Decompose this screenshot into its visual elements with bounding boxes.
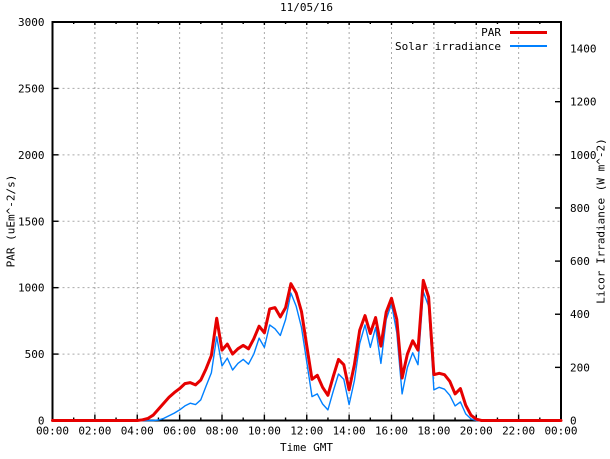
legend-row-par: PAR <box>395 25 547 39</box>
y-left-tick-label: 0 <box>38 415 45 428</box>
x-tick-label: 16:00 <box>375 425 408 438</box>
x-tick-label: 14:00 <box>333 425 366 438</box>
y-right-tick-label: 600 <box>570 255 590 268</box>
x-axis-label: Time GMT <box>280 441 333 454</box>
x-tick-label: 00:00 <box>36 425 69 438</box>
y-right-tick-label: 1400 <box>570 43 597 56</box>
legend-row-solar: Solar irradiance <box>395 39 547 53</box>
y-right-tick-label: 200 <box>570 361 590 374</box>
plot-border <box>51 21 562 422</box>
y-left-tick-label: 1000 <box>18 282 45 295</box>
y-right-tick-label: 400 <box>570 308 590 321</box>
y-left-tick-label: 2000 <box>18 149 45 162</box>
legend-label-par: PAR <box>481 25 501 39</box>
x-tick-label: 00:00 <box>544 425 577 438</box>
y-right-tick-label: 1000 <box>570 149 597 162</box>
x-tick-label: 08:00 <box>205 425 238 438</box>
x-tick-label: 12:00 <box>290 425 323 438</box>
y-left-tick-label: 500 <box>25 348 45 361</box>
chart-title: 11/05/16 <box>280 1 333 14</box>
solar-irradiance-line <box>51 291 562 422</box>
par-line <box>51 278 563 422</box>
par-line-sample-icon <box>510 30 547 34</box>
y-axis-label-right: Licor Irradiance (W m^-2) <box>594 138 608 304</box>
solar-irradiance-line-sample-icon <box>510 45 547 47</box>
y-right-tick-label: 800 <box>570 202 590 215</box>
x-tick-label: 04:00 <box>121 425 154 438</box>
y-left-tick-label: 1500 <box>18 215 45 228</box>
x-tick-label: 20:00 <box>460 425 493 438</box>
y-left-tick-label: 3000 <box>18 16 45 29</box>
y-axis-label-left: PAR (uEm^-2/s) <box>4 174 18 268</box>
x-tick-label: 10:00 <box>248 425 281 438</box>
legend: PAR Solar irradiance <box>395 25 547 53</box>
legend-label-solar: Solar irradiance <box>395 39 501 53</box>
x-tick-label: 06:00 <box>163 425 196 438</box>
y-left-tick-label: 2500 <box>18 82 45 95</box>
x-tick-label: 02:00 <box>78 425 111 438</box>
x-tick-label: 22:00 <box>502 425 535 438</box>
x-tick-label: 18:00 <box>417 425 450 438</box>
y-right-tick-label: 1200 <box>570 96 597 109</box>
y-right-tick-label: 0 <box>570 415 577 428</box>
